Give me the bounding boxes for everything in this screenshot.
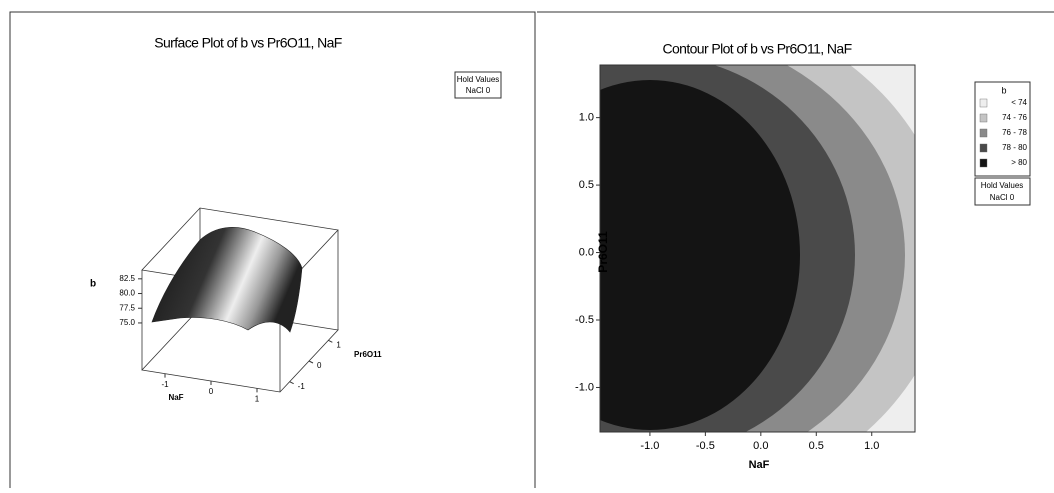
x-axis-label: NaF: [749, 459, 770, 471]
z-tick-label: 77.5: [119, 303, 135, 312]
x-tick-label: -1: [161, 380, 169, 389]
hold-title: Hold Values: [981, 181, 1024, 190]
y-tick: [289, 381, 294, 385]
y-tick-label: -1: [298, 382, 306, 391]
hold-text: NaCl 0: [466, 86, 491, 95]
x-tick-label: 1: [255, 394, 260, 403]
z-tick-label: 80.0: [119, 289, 135, 298]
y-tick-label: -1.0: [575, 381, 594, 393]
x-tick-label: -1.0: [640, 440, 659, 452]
legend-label: > 80: [1011, 158, 1027, 167]
legend-label: 78 - 80: [1002, 143, 1027, 152]
x-tick-label: 0.0: [753, 440, 768, 452]
legend-label: 76 - 78: [1002, 128, 1027, 137]
y-tick-label: 0.0: [579, 246, 594, 258]
chart-title: Surface Plot of b vs Pr6O11, NaF: [154, 35, 342, 51]
x-axis-label: NaF: [168, 393, 183, 402]
contour-region: [600, 80, 800, 430]
y-tick-label: 0.5: [579, 179, 594, 191]
y-tick-label: 1.0: [579, 112, 594, 124]
z-tick-label: 82.5: [119, 274, 135, 283]
legend-swatch: [979, 143, 988, 153]
contour-field: [600, 65, 915, 432]
hold-text: NaCl 0: [990, 193, 1015, 202]
hold-box: [454, 71, 502, 99]
y-axis-label: Pr6O11: [354, 350, 382, 359]
y-axis-label: Pr6O11: [596, 231, 610, 273]
chart-title: Contour Plot of b vs Pr6O11, NaF: [662, 41, 851, 57]
y-tick: [308, 360, 314, 364]
hold-box: [974, 177, 1031, 206]
y-tick-label: -0.5: [575, 314, 594, 326]
z-tick-label: 75.0: [119, 318, 135, 327]
y-tick-label: 1: [336, 340, 341, 349]
legend-label: < 74: [1011, 98, 1027, 107]
x-tick-label: -0.5: [696, 440, 715, 452]
x-tick-label: 0.5: [809, 440, 824, 452]
surface: [151, 227, 303, 333]
legend-label: 74 - 76: [1002, 113, 1027, 122]
legend-title: b: [1001, 85, 1006, 95]
legend-swatch: [979, 113, 988, 123]
plot-frame: [599, 64, 916, 433]
z-axis-label: b: [90, 279, 96, 290]
x-tick-label: 0: [209, 387, 214, 396]
hold-title: Hold Values: [457, 75, 500, 84]
x-tick-label: 1.0: [864, 440, 879, 452]
legend-swatch: [979, 98, 988, 108]
y-tick: [328, 339, 333, 343]
y-tick-label: 0: [317, 361, 322, 370]
legend-swatch: [979, 158, 988, 168]
legend-swatch: [979, 128, 988, 138]
